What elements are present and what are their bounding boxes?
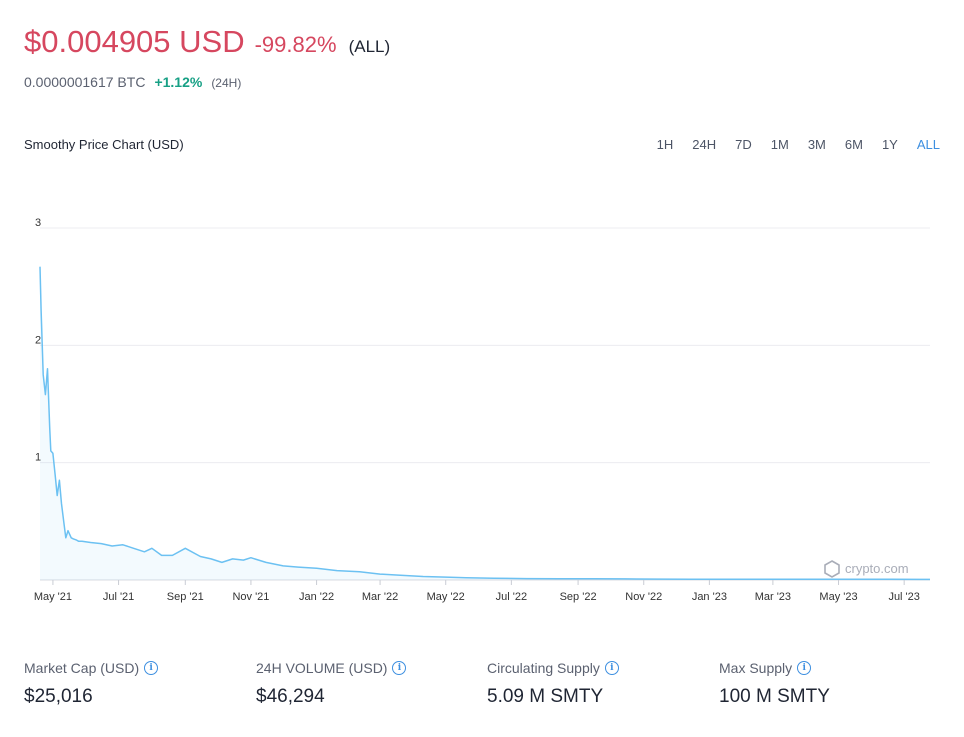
chart-title: Smoothy Price Chart (USD) [24, 137, 184, 152]
info-icon[interactable]: i [144, 661, 159, 675]
x-tick-label: Jul '22 [496, 591, 527, 603]
volume-label: 24H VOLUME (USD) i [256, 660, 407, 676]
volume-stat: 24H VOLUME (USD) i $46,294 [256, 660, 407, 708]
x-tick-label: Sep '21 [167, 591, 204, 603]
tab-1m[interactable]: 1M [770, 137, 789, 152]
x-tick-label: May '22 [427, 591, 465, 603]
max-supply-label: Max Supply i [719, 660, 830, 676]
price-change-range: (ALL) [348, 37, 391, 56]
volume-value: $46,294 [256, 686, 325, 707]
info-icon[interactable]: i [797, 661, 812, 675]
market-cap-label: Market Cap (USD) i [24, 660, 159, 676]
tab-3m[interactable]: 3M [807, 137, 826, 152]
y-tick-label: 1 [35, 452, 41, 464]
y-tick-label: 3 [35, 217, 41, 229]
market-cap-stat: Market Cap (USD) i $25,016 [24, 660, 159, 708]
watermark-text: crypto.com [845, 561, 909, 576]
tab-24h[interactable]: 24H [692, 137, 717, 152]
x-tick-label: Sep '22 [560, 591, 597, 603]
market-cap-value: $25,016 [24, 686, 93, 707]
x-tick-label: Nov '22 [625, 591, 662, 603]
info-icon[interactable]: i [604, 661, 619, 675]
btc-price-row: 0.0000001617 BTC +1.12% (24H) [24, 74, 241, 90]
x-tick-label: Jul '21 [103, 591, 134, 603]
price-header: $0.004905 USD -99.82% (ALL) [24, 24, 390, 60]
x-tick-label: Mar '22 [362, 591, 398, 603]
crypto-com-watermark: crypto.com [824, 560, 909, 578]
x-tick-label: May '21 [34, 591, 72, 603]
tab-all[interactable]: ALL [916, 137, 940, 152]
max-supply-label-text: Max Supply [719, 660, 793, 676]
x-tick-label: May '23 [819, 591, 857, 603]
volume-label-text: 24H VOLUME (USD) [256, 660, 388, 676]
chart-range-tabs: 1H 24H 7D 1M 3M 6M 1Y ALL [638, 137, 940, 152]
price-area [40, 266, 930, 580]
btc-change-period: (24H) [211, 76, 242, 90]
x-tick-label: Jan '23 [692, 591, 727, 603]
circulating-supply-stat: Circulating Supply i 5.09 M SMTY [487, 660, 619, 708]
tab-6m[interactable]: 6M [844, 137, 863, 152]
max-supply-value: 100 M SMTY [719, 686, 830, 707]
market-cap-label-text: Market Cap (USD) [24, 660, 140, 676]
x-tick-label: Mar '23 [755, 591, 791, 603]
tab-1h[interactable]: 1H [656, 137, 674, 152]
btc-change-percent: +1.12% [154, 74, 203, 90]
tab-7d[interactable]: 7D [735, 137, 752, 152]
usd-price: $0.004905 USD [24, 24, 245, 59]
price-change-percent: -99.82% [254, 32, 337, 57]
stats-row: Market Cap (USD) i $25,016 24H VOLUME (U… [24, 660, 944, 720]
y-tick-label: 2 [35, 334, 41, 346]
info-icon[interactable]: i [392, 661, 407, 675]
circulating-supply-value: 5.09 M SMTY [487, 686, 604, 707]
tab-1y[interactable]: 1Y [881, 137, 898, 152]
x-tick-label: Jul '23 [888, 591, 919, 603]
btc-price: 0.0000001617 BTC [24, 74, 146, 90]
circulating-supply-label-text: Circulating Supply [487, 660, 600, 676]
crypto-com-logo-icon [824, 560, 840, 578]
price-chart[interactable]: 3 2 1 May '21 Jul '21 Sep '21 Nov '21 Jan '22 Ma… [0, 200, 964, 610]
max-supply-stat: Max Supply i 100 M SMTY [719, 660, 830, 708]
x-tick-label: Jan '22 [299, 591, 334, 603]
circulating-supply-label: Circulating Supply i [487, 660, 619, 676]
x-tick-label: Nov '21 [232, 591, 269, 603]
price-line [39, 266, 930, 581]
